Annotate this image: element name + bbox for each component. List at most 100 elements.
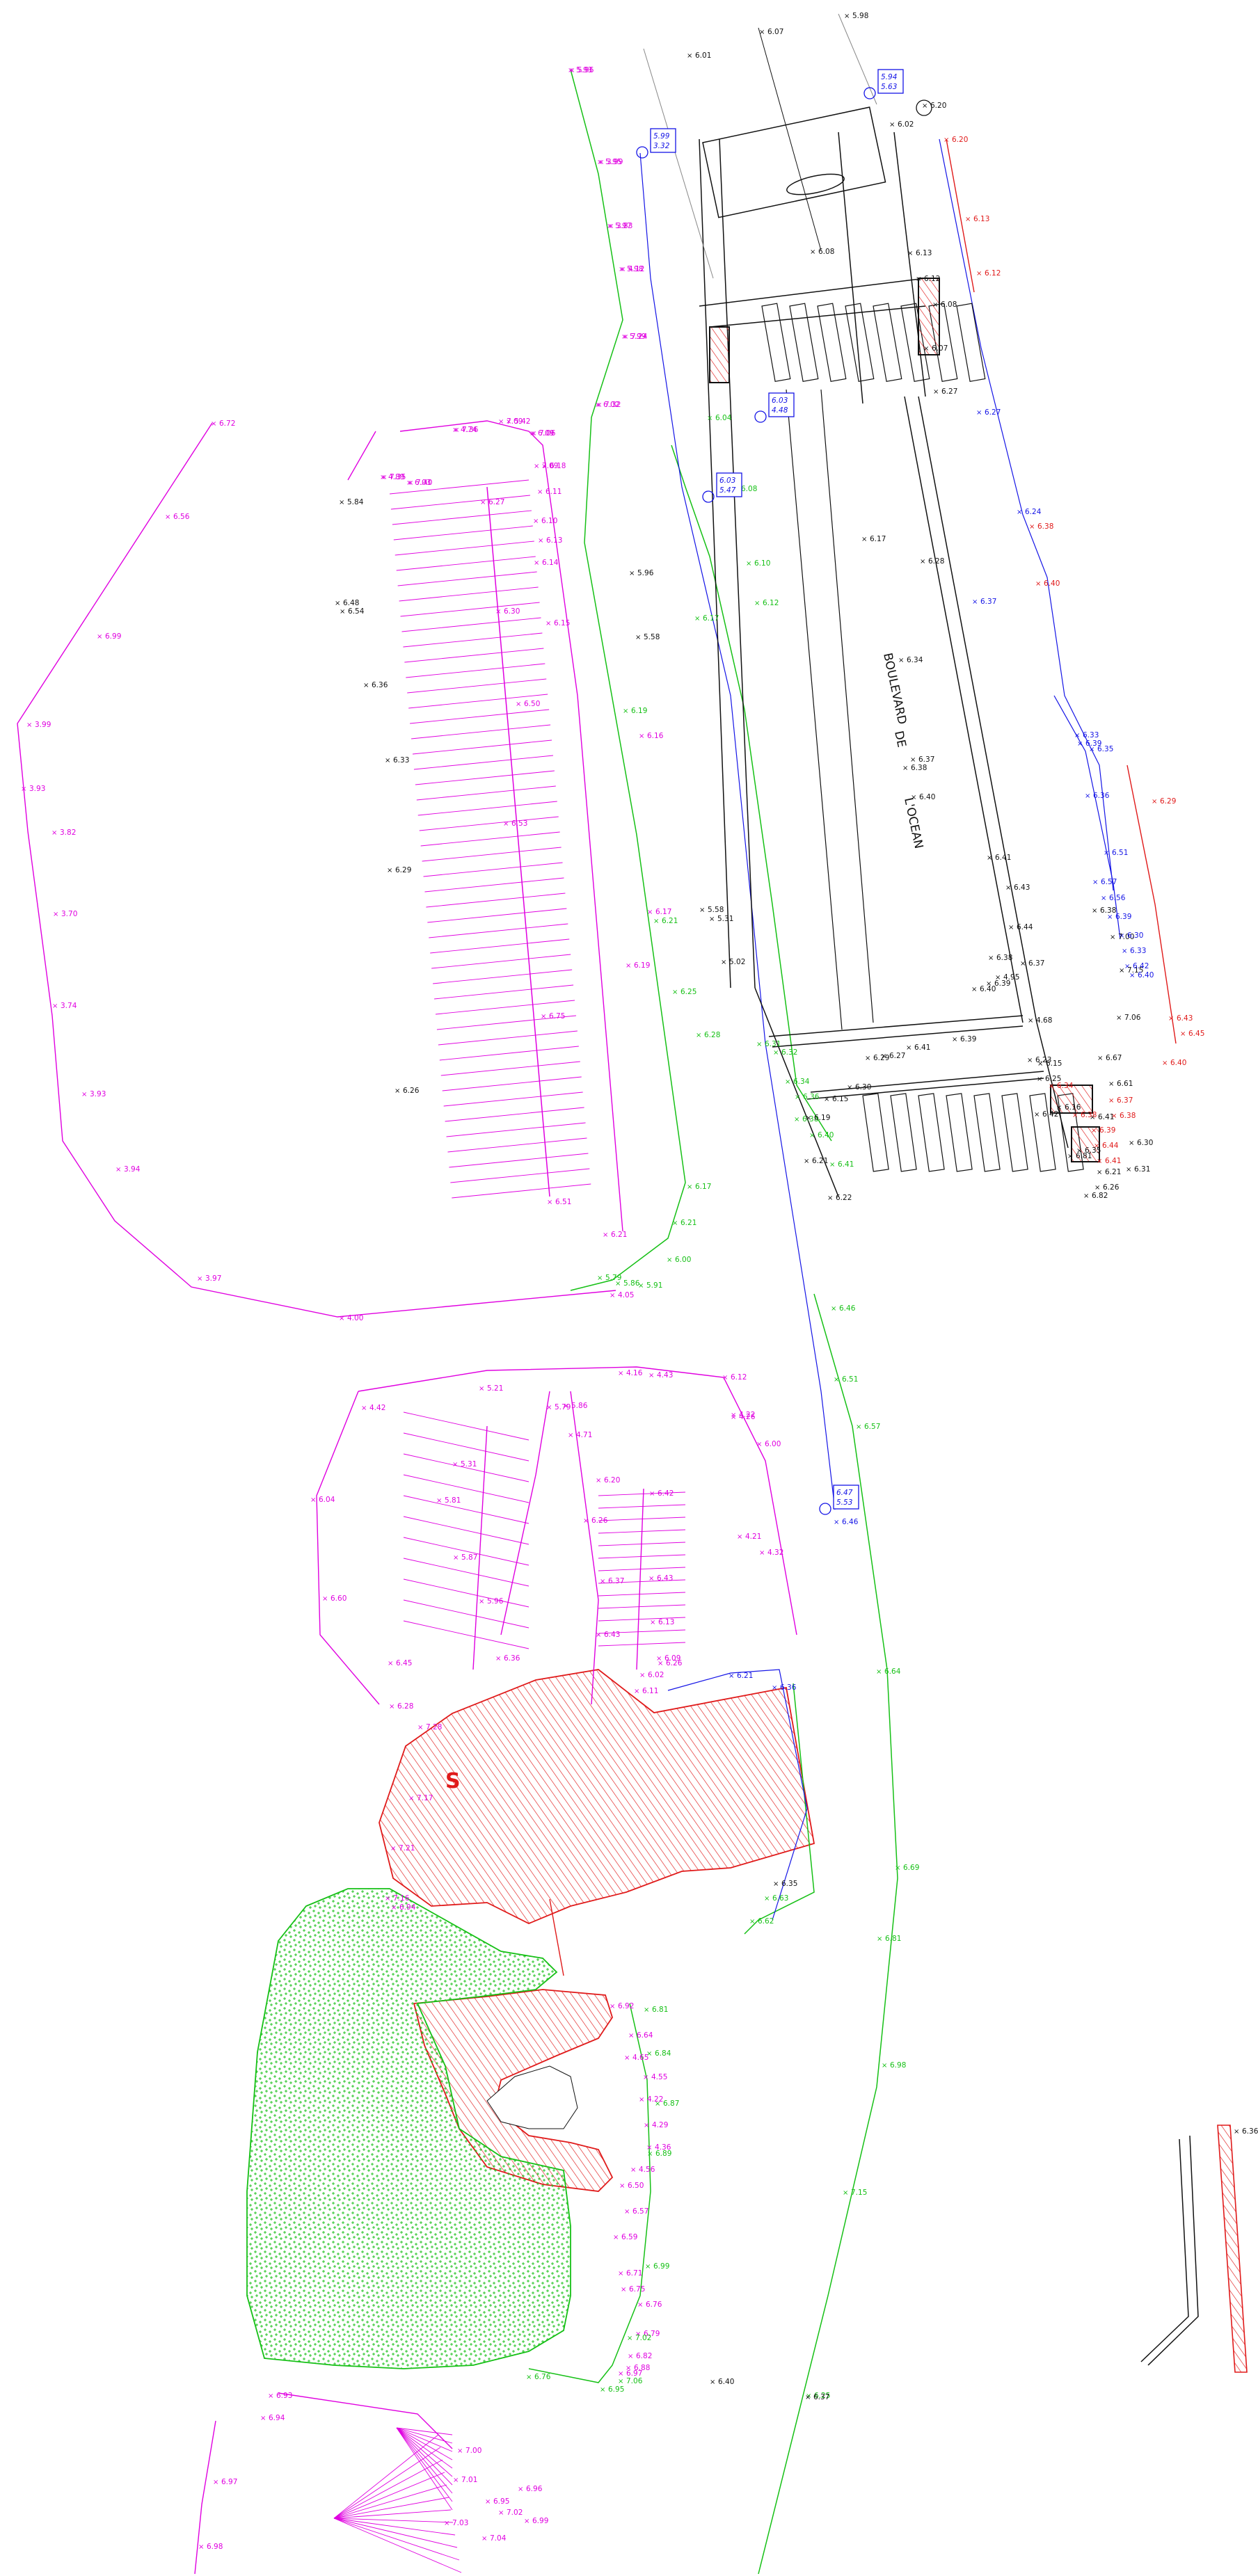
green-level-label: 6.04 [715, 414, 732, 422]
survey-point-mark: × [988, 954, 994, 962]
survey-point-mark: × [531, 430, 536, 438]
black-level-label: 5.02 [729, 958, 745, 966]
black-level-label: 6.35 [781, 1880, 797, 1888]
magenta-level-label: 4.42 [369, 1404, 385, 1412]
magenta-level-label: 6.53 [511, 819, 527, 828]
survey-point-mark: × [1035, 580, 1041, 588]
survey-point-mark: × [861, 536, 867, 543]
magenta-level-label: 6.15 [554, 619, 570, 627]
survey-point-mark: × [794, 1116, 799, 1123]
survey-point-mark: × [805, 2394, 811, 2401]
green-level-label: 6.28 [704, 1031, 720, 1039]
black-level-label: 6.15 [1046, 1059, 1062, 1068]
green-level-label: 6.32 [781, 1048, 797, 1057]
survey-point-mark: × [268, 2392, 273, 2400]
green-level-label: 6.21 [680, 1219, 696, 1227]
green-level-label: 6.99 [653, 2262, 669, 2271]
survey-point-mark: × [653, 918, 659, 925]
station-box-line-1: 6.03 [719, 477, 735, 485]
black-level-label: 6.54 [348, 607, 365, 616]
survey-point-mark: × [339, 1315, 344, 1322]
survey-point-mark: × [211, 420, 216, 428]
green-level-label: 6.41 [838, 1160, 854, 1169]
green-level-label: 6.69 [903, 1864, 919, 1872]
survey-point-mark: × [810, 248, 815, 256]
survey-point-mark: × [1017, 509, 1022, 516]
survey-point-mark: × [889, 121, 895, 129]
green-level-label: 6.63 [772, 1894, 788, 1903]
survey-point-mark: × [381, 474, 387, 481]
blue-level-label: 6.39 [1115, 913, 1131, 921]
magenta-level-label: 6.27 [488, 498, 504, 506]
black-level-label: 6.21 [1105, 1168, 1121, 1176]
green-level-label: 6.98 [890, 2061, 906, 2070]
green-level-label: 7.02 [635, 2334, 651, 2342]
survey-point-mark: × [644, 2122, 649, 2129]
survey-point-mark: × [1101, 895, 1106, 902]
magenta-level-label: 6.93 [276, 2392, 292, 2400]
survey-point-mark: × [635, 634, 641, 641]
green-level-label: 6.95 [608, 2385, 624, 2394]
black-level-label: 6.37 [1028, 959, 1044, 968]
black-level-label: 6.41 [1098, 1113, 1114, 1121]
survey-point-mark: × [667, 1256, 672, 1264]
magenta-level-label: 4.55 [651, 2073, 667, 2081]
red-level-label: 6.12 [985, 269, 1001, 278]
survey-point-mark: × [600, 2386, 605, 2394]
green-level-label: 6.36 [803, 1093, 820, 1101]
survey-point-mark: × [644, 2006, 649, 2014]
magenta-level-label: 7.17 [417, 1794, 433, 1802]
magenta-level-label: 4.71 [576, 1431, 592, 1439]
survey-point-mark: × [197, 1275, 202, 1283]
survey-point-mark: × [629, 570, 635, 577]
station-box-line-1: 6.03 [772, 397, 788, 405]
survey-point-mark: × [647, 909, 653, 916]
survey-point-mark: × [933, 388, 939, 396]
magenta-level-label: 5.86 [571, 1402, 588, 1410]
survey-point-mark: × [165, 513, 170, 521]
survey-point-mark: × [260, 2415, 266, 2422]
black-level-label: 6.01 [695, 51, 711, 60]
survey-point-mark: × [759, 29, 765, 36]
station-box-line-2: 4.48 [772, 406, 788, 415]
magenta-level-label: 6.99 [105, 632, 121, 641]
black-level-label: 6.41 [914, 1043, 930, 1052]
survey-point-mark: × [1104, 849, 1109, 857]
blue-level-label: 6.37 [980, 598, 996, 606]
survey-point-mark: × [600, 1578, 605, 1585]
blue-level-label: 6.36 [780, 1683, 797, 1692]
survey-point-mark: × [583, 1517, 589, 1525]
survey-point-mark: × [1180, 1030, 1186, 1038]
black-level-label: 6.27 [941, 387, 957, 396]
black-level-label: 6.17 [870, 535, 886, 543]
magenta-level-label: 7.35 [390, 473, 406, 481]
green-level-label: 6.10 [754, 559, 770, 568]
blue-level-label: 6.21 [737, 1672, 753, 1680]
red-level-label: 6.44 [1102, 1142, 1119, 1150]
magenta-level-label: 7.06 [539, 429, 556, 438]
survey-point-mark: × [923, 345, 929, 353]
survey-point-mark: × [97, 633, 102, 641]
magenta-level-label: 5.96 [487, 1597, 504, 1606]
blue-level-label: 6.30 [1127, 931, 1143, 940]
black-level-label: 6.07 [932, 344, 948, 353]
survey-point-mark: × [457, 2447, 463, 2455]
survey-point-mark: × [51, 829, 57, 837]
black-level-label: 6.26 [1103, 1183, 1120, 1192]
black-level-label: 6.67 [1106, 1054, 1122, 1062]
blue-level-label: 6.27 [985, 408, 1001, 417]
magenta-level-label: 6.43 [657, 1574, 673, 1583]
survey-point-mark: × [920, 558, 925, 566]
magenta-level-label: 4.21 [745, 1533, 761, 1541]
magenta-level-label: 3.82 [60, 829, 76, 837]
magenta-level-label: 6.99 [532, 2517, 548, 2525]
black-level-label: 5.58 [708, 906, 724, 914]
survey-point-mark: × [1108, 1080, 1114, 1088]
red-s-marker: S [445, 1769, 461, 1793]
survey-point-mark: × [1037, 1075, 1042, 1083]
magenta-level-label: 6.59 [621, 2233, 637, 2241]
survey-point-mark: × [395, 1087, 400, 1095]
green-level-label: 6.34 [793, 1078, 810, 1086]
survey-point-mark: × [389, 1703, 395, 1711]
